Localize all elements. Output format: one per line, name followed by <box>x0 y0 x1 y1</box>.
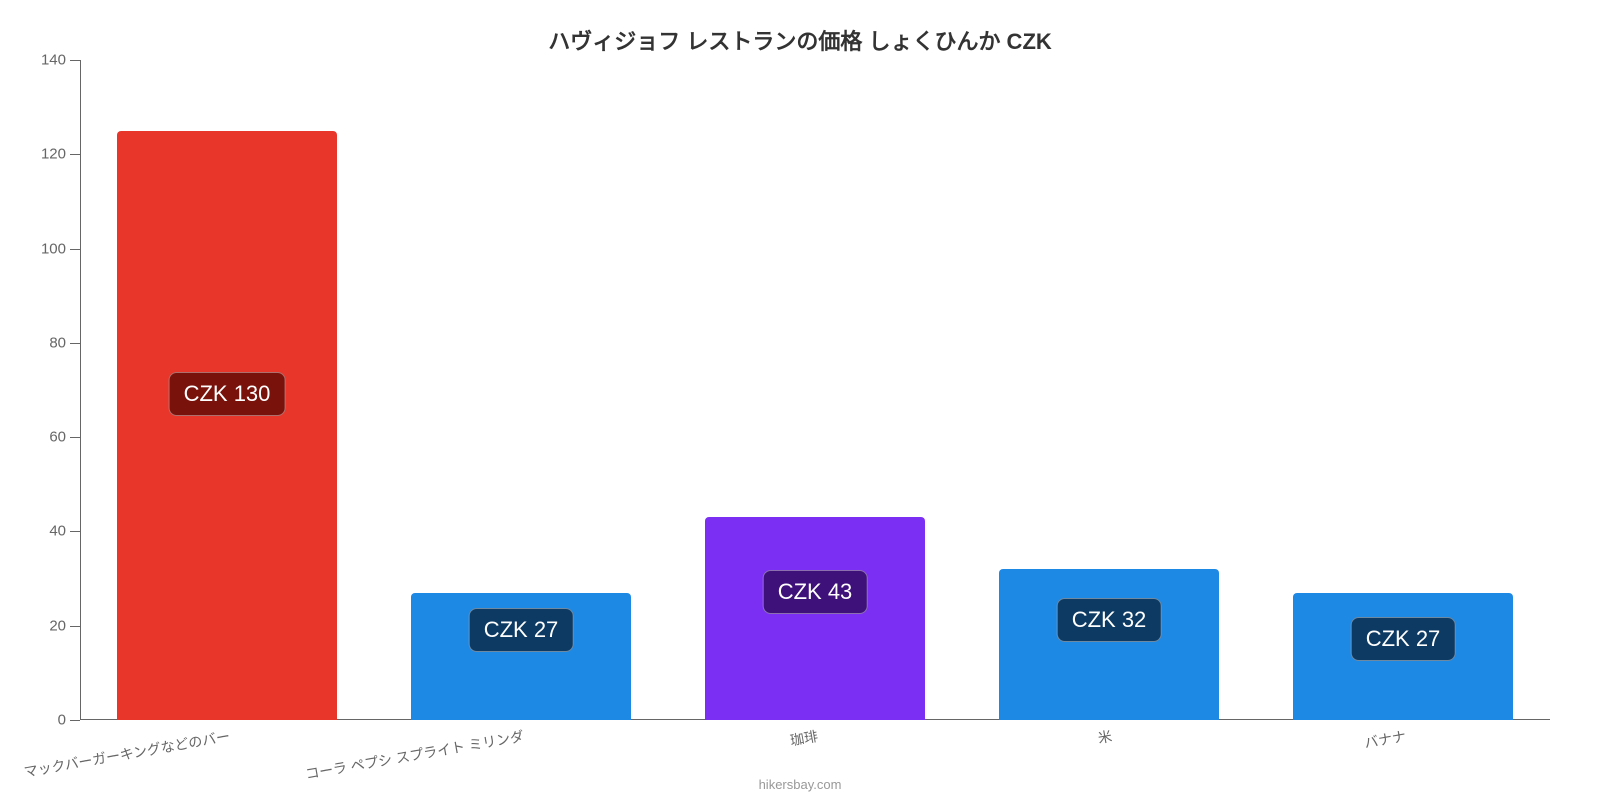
bar-slot: CZK 32米 <box>962 60 1256 720</box>
y-tick-label: 80 <box>49 334 80 351</box>
y-tick-label: 140 <box>41 52 80 69</box>
y-tick-label: 20 <box>49 617 80 634</box>
bar-slot: CZK 43珈琲 <box>668 60 962 720</box>
chart-title: ハヴィジョフ レストランの価格 しょくひんか CZK <box>0 24 1600 56</box>
y-tick-label: 60 <box>49 429 80 446</box>
bar <box>705 517 926 720</box>
value-badge: CZK 27 <box>469 608 574 652</box>
bars-group: CZK 130マックバーガーキングなどのバーCZK 27コーラ ペプシ スプライ… <box>80 60 1550 720</box>
y-tick-label: 40 <box>49 523 80 540</box>
bar-slot: CZK 27バナナ <box>1256 60 1550 720</box>
y-tick-label: 0 <box>58 712 80 729</box>
value-badge: CZK 43 <box>763 570 868 614</box>
value-badge: CZK 32 <box>1057 598 1162 642</box>
value-badge: CZK 27 <box>1351 617 1456 661</box>
y-tick-label: 120 <box>41 146 80 163</box>
x-category-label: バナナ <box>1404 719 1449 746</box>
bar <box>117 131 338 720</box>
y-tick-label: 100 <box>41 240 80 257</box>
attribution-text: hikersbay.com <box>0 777 1600 792</box>
plot-area: CZK 130マックバーガーキングなどのバーCZK 27コーラ ペプシ スプライ… <box>80 60 1550 720</box>
x-category-label: 珈琲 <box>816 721 847 746</box>
value-badge: CZK 130 <box>169 372 286 416</box>
x-category-label: 米 <box>1110 723 1127 745</box>
bar <box>999 569 1220 720</box>
bar-slot: CZK 27コーラ ペプシ スプライト ミリンダ <box>374 60 668 720</box>
bar-slot: CZK 130マックバーガーキングなどのバー <box>80 60 374 720</box>
chart-container: ハヴィジョフ レストランの価格 しょくひんか CZK CZK 130マックバーガ… <box>0 0 1600 800</box>
